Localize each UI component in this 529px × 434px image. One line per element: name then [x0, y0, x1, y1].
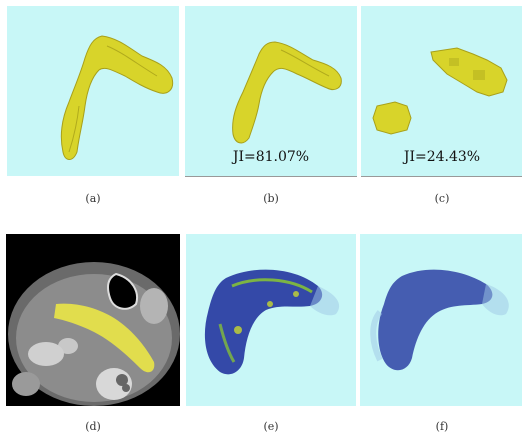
panel-b-ji-label: JI=81.07%	[232, 149, 310, 165]
panel-c-image	[361, 6, 522, 176]
caption-a: (a)	[85, 192, 101, 205]
panel-d-ct-image	[6, 234, 180, 406]
caption-f: (f)	[435, 420, 449, 433]
caption-b: (b)	[263, 192, 279, 205]
panel-b-baseline	[185, 176, 357, 177]
caption-c: (c)	[434, 192, 450, 205]
panel-c-ji-label: JI=24.43%	[403, 149, 481, 165]
panel-b-image	[185, 6, 357, 176]
caption-d: (d)	[85, 420, 101, 433]
panel-f-volume	[360, 234, 522, 406]
panel-e-volume	[186, 234, 356, 406]
panel-c-baseline	[361, 176, 522, 177]
caption-e: (e)	[263, 420, 279, 433]
panel-a-image	[7, 6, 179, 176]
